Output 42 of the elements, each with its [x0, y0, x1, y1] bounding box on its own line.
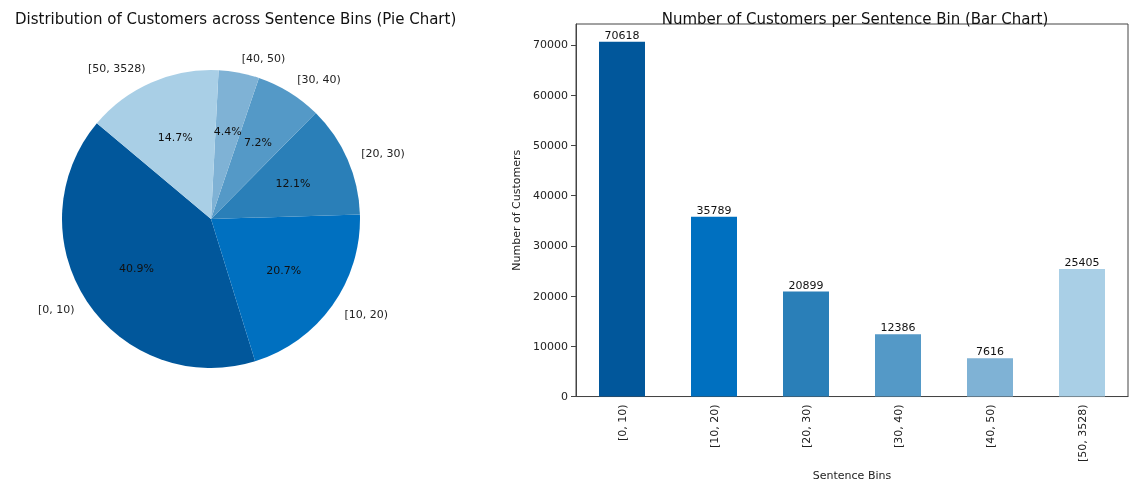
slice-label: [50, 3528)	[87, 62, 146, 76]
data-label: 25405	[1064, 255, 1100, 269]
bar	[691, 216, 737, 397]
y-tick-label: 10000	[533, 339, 568, 353]
bar	[875, 334, 921, 397]
data-label: 14.7%	[157, 130, 193, 144]
x-tick-label: [0, 10)	[615, 404, 629, 442]
x-axis-title: Sentence Bins	[812, 469, 892, 482]
data-label: 35789	[696, 203, 732, 217]
y-tick-label: 0	[561, 390, 568, 404]
data-label: 40.9%	[119, 262, 155, 275]
slice-label: [20, 30)	[361, 147, 405, 161]
bar	[783, 291, 829, 397]
data-label: 70618	[604, 28, 640, 42]
y-tick-label: 40000	[533, 189, 568, 203]
data-label: 7.2%	[244, 136, 272, 150]
x-tick-label: [20, 30)	[799, 404, 813, 449]
data-label: 12386	[880, 321, 916, 335]
data-label: 7616	[976, 345, 1004, 359]
bar	[1059, 268, 1105, 397]
bar	[599, 41, 645, 397]
bar	[967, 358, 1013, 397]
x-tick-label: [50, 3528)	[1075, 404, 1089, 463]
x-tick-label: [30, 40)	[891, 404, 905, 449]
y-tick-label: 50000	[533, 138, 568, 152]
x-tick-label: [10, 20)	[707, 404, 721, 449]
data-label: 4.4%	[213, 124, 242, 138]
chart-title: Distribution of Customers across Sentence Bins (Pie Chart)	[15, 9, 457, 28]
y-tick-label: 60000	[533, 88, 568, 102]
y-tick-label: 30000	[533, 239, 568, 253]
chart-title: Number of Customers per Sentence Bin (Bar Chart)	[661, 9, 1049, 28]
data-label: 20899	[788, 278, 824, 292]
slice-label: [10, 20)	[344, 307, 389, 321]
slice-label: [0, 10)	[37, 303, 75, 317]
slice-label: [30, 40)	[297, 73, 341, 87]
y-tick-label: 20000	[533, 289, 568, 303]
data-label: 20.7%	[266, 264, 302, 278]
data-label: 12.1%	[275, 176, 311, 190]
y-axis-title: Number of Customers	[510, 149, 524, 271]
x-tick-label: [40, 50)	[983, 404, 997, 449]
y-tick-label: 70000	[533, 38, 568, 52]
slice-label: [40, 50)	[241, 51, 286, 65]
